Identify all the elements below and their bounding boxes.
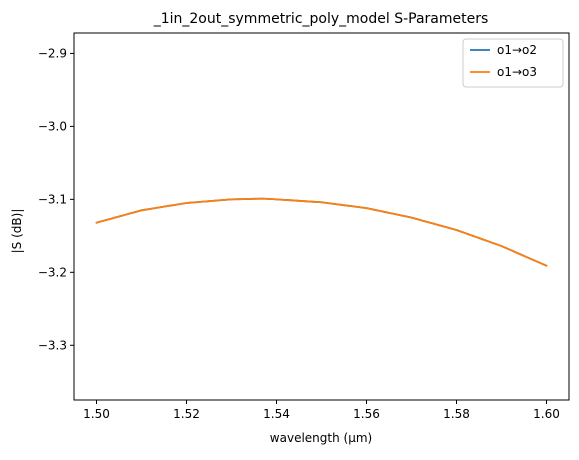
y-tick-label: −3.0 bbox=[38, 119, 67, 133]
y-axis-label: |S (dB)| bbox=[10, 209, 24, 254]
legend-label-o1-o2: o1→o2 bbox=[497, 43, 537, 57]
y-tick-label: −3.1 bbox=[38, 192, 67, 206]
x-tick-label: 1.50 bbox=[83, 407, 110, 421]
y-tick-label: −3.3 bbox=[38, 338, 67, 352]
x-tick-label: 1.58 bbox=[443, 407, 470, 421]
chart-title: _1in_2out_symmetric_poly_model S-Paramet… bbox=[153, 11, 489, 27]
x-tick-label: 1.54 bbox=[263, 407, 290, 421]
plot-area bbox=[95, 197, 548, 267]
y-tick-label: −3.2 bbox=[38, 265, 67, 279]
y-axis-ticks: −2.9 −3.0 −3.1 −3.2 −3.3 bbox=[38, 46, 74, 352]
legend-box bbox=[462, 38, 564, 88]
legend-label-o1-o3: o1→o3 bbox=[497, 65, 537, 79]
series-line-o1-o3 bbox=[95, 197, 548, 267]
x-axis-label: wavelength (µm) bbox=[270, 431, 372, 445]
legend: o1→o2 o1→o3 bbox=[462, 38, 564, 88]
x-tick-label: 1.56 bbox=[353, 407, 380, 421]
x-axis-ticks: 1.50 1.52 1.54 1.56 1.58 1.60 bbox=[83, 400, 560, 421]
plot-frame bbox=[73, 32, 570, 401]
y-tick-label: −2.9 bbox=[38, 46, 67, 60]
x-tick-label: 1.60 bbox=[533, 407, 560, 421]
x-tick-label: 1.52 bbox=[173, 407, 200, 421]
